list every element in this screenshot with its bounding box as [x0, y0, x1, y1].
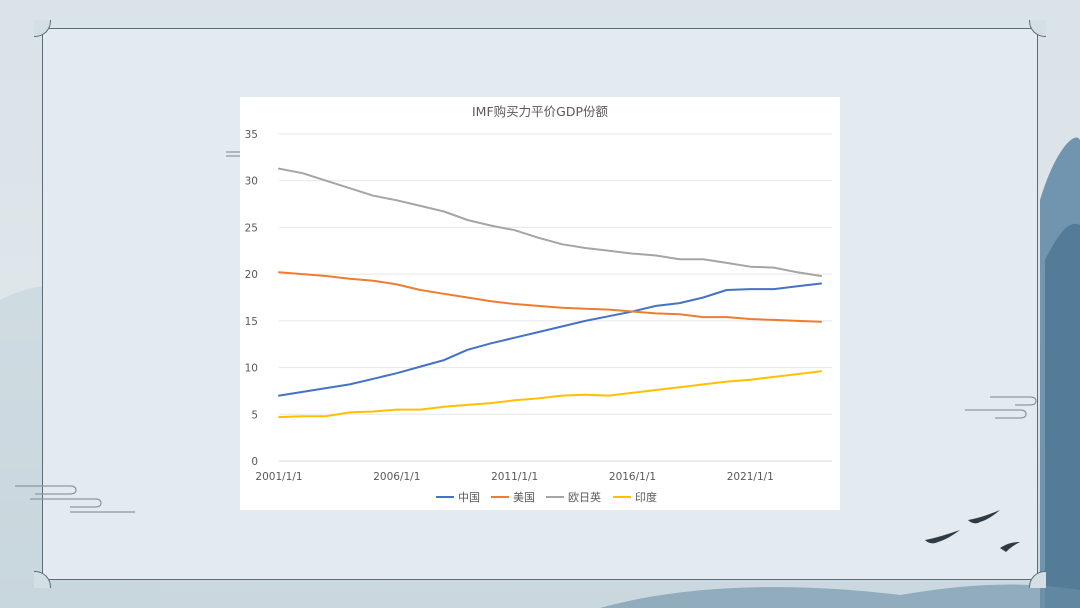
- x-tick-label: 2016/1/1: [609, 471, 656, 483]
- legend-label: 中国: [458, 491, 480, 504]
- y-tick-label: 15: [245, 316, 258, 328]
- cloud-swirl-top-icon: [226, 151, 240, 157]
- x-tick-label: 2011/1/1: [491, 471, 538, 483]
- chart-card: IMF购买力平价GDP份额 0 5 10 15 20 25 30 35 2001/1/1 200…: [240, 97, 840, 510]
- series-line-3: [278, 370, 822, 419]
- y-tick-label: 35: [245, 129, 258, 141]
- chart-legend: 中国 美国 欧日英 印度: [436, 490, 657, 504]
- x-tick-label: 2006/1/1: [373, 471, 420, 483]
- series-line-1: [278, 271, 822, 323]
- x-tick-label: 2001/1/1: [255, 471, 302, 483]
- series-line-0: [278, 282, 822, 397]
- flying-birds-icon: [925, 510, 1020, 552]
- y-tick-label: 30: [245, 176, 258, 188]
- legend-label: 美国: [513, 491, 535, 504]
- x-axis-ticks: 2001/1/1 2006/1/1 2011/1/1 2016/1/1 2021/1/1: [255, 471, 773, 483]
- x-tick-label: 2021/1/1: [727, 471, 774, 483]
- chart-gridlines: [279, 133, 832, 462]
- y-tick-label: 20: [245, 269, 258, 281]
- frame-corner-br: [1029, 571, 1046, 588]
- y-tick-label: 10: [245, 363, 258, 375]
- y-tick-label: 5: [251, 409, 258, 421]
- legend-label: 欧日英: [568, 490, 601, 504]
- chart-series: [278, 167, 822, 419]
- series-line-2: [278, 167, 822, 277]
- legend-label: 印度: [635, 490, 657, 504]
- y-tick-label: 0: [251, 456, 258, 468]
- cloud-swirl-right-icon: [965, 396, 1037, 419]
- chart-title: IMF购买力平价GDP份额: [472, 104, 609, 119]
- y-tick-label: 25: [245, 222, 258, 234]
- cloud-swirl-left-icon: [15, 485, 135, 513]
- y-axis-ticks: 0 5 10 15 20 25 30 35: [245, 129, 258, 468]
